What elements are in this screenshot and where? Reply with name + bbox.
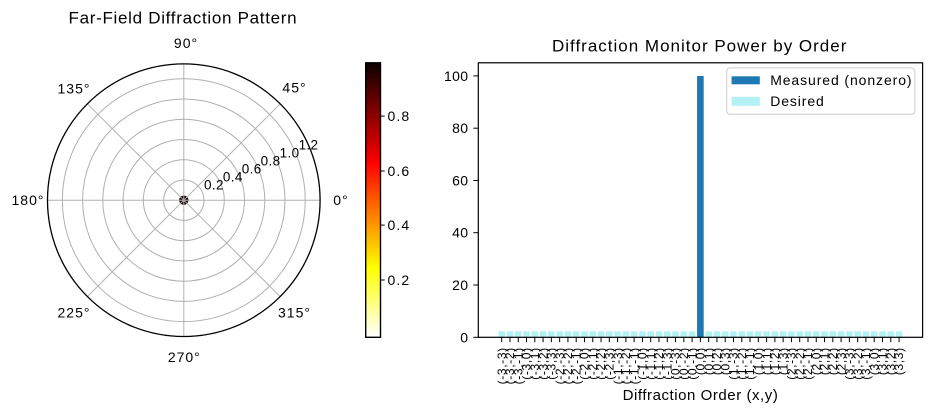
svg-text:(1,-3): (1,-3) [727, 347, 741, 380]
svg-text:0: 0 [460, 329, 468, 345]
svg-text:(-2,-2): (-2,-2) [561, 347, 575, 384]
svg-text:(0,-1): (0,-1) [685, 347, 699, 380]
svg-text:(-1,2): (-1,2) [652, 347, 666, 380]
svg-text:(-1,-1): (-1,-1) [627, 347, 641, 384]
svg-text:(-2,2): (-2,2) [594, 347, 608, 380]
svg-text:(-1,-2): (-1,-2) [619, 347, 633, 384]
svg-text:90°: 90° [174, 35, 198, 51]
svg-text:100: 100 [444, 68, 468, 84]
svg-text:60: 60 [452, 173, 468, 189]
svg-text:(-2,-1): (-2,-1) [569, 347, 583, 384]
svg-text:1.0: 1.0 [280, 146, 300, 161]
svg-text:(1,1): (1,1) [760, 347, 774, 375]
svg-text:(1,-2): (1,-2) [735, 347, 749, 380]
svg-text:80: 80 [452, 120, 468, 136]
svg-text:(-2,0): (-2,0) [578, 347, 592, 380]
svg-text:(3,0): (3,0) [867, 347, 881, 375]
svg-text:0.6: 0.6 [388, 163, 411, 179]
svg-text:(-1,-3): (-1,-3) [611, 347, 625, 384]
svg-text:(2,0): (2,0) [809, 347, 823, 375]
svg-text:0.8: 0.8 [261, 154, 281, 169]
svg-text:(-1,0): (-1,0) [636, 347, 650, 380]
svg-text:Far-Field Diffraction Pattern: Far-Field Diffraction Pattern [69, 9, 298, 28]
svg-text:(1,-1): (1,-1) [743, 347, 757, 380]
svg-text:(3,1): (3,1) [876, 347, 890, 375]
svg-text:0.2: 0.2 [204, 178, 224, 193]
svg-text:45°: 45° [282, 80, 306, 96]
svg-text:225°: 225° [58, 304, 91, 320]
svg-text:(-2,3): (-2,3) [603, 347, 617, 380]
svg-text:(-1,3): (-1,3) [660, 347, 674, 380]
svg-text:(-3,2): (-3,2) [536, 347, 550, 380]
svg-text:(0,-3): (0,-3) [669, 347, 683, 380]
svg-text:0.6: 0.6 [242, 162, 262, 177]
svg-text:(-3,1): (-3,1) [528, 347, 542, 380]
svg-text:0.2: 0.2 [388, 272, 411, 288]
svg-text:(-3,0): (-3,0) [520, 347, 534, 380]
svg-text:Measured (nonzero): Measured (nonzero) [770, 72, 912, 88]
svg-text:(3,2): (3,2) [884, 347, 898, 375]
svg-text:(-3,-1): (-3,-1) [511, 347, 525, 384]
svg-text:(-3,3): (-3,3) [545, 347, 559, 380]
svg-text:(3,3): (3,3) [892, 347, 906, 375]
svg-text:Diffraction Order (x,y): Diffraction Order (x,y) [623, 387, 779, 404]
svg-text:180°: 180° [12, 192, 45, 208]
svg-text:(-2,1): (-2,1) [586, 347, 600, 380]
svg-text:0°: 0° [333, 192, 348, 208]
svg-text:1.2: 1.2 [299, 138, 319, 153]
svg-text:270°: 270° [168, 349, 201, 365]
svg-text:(-3,-2): (-3,-2) [503, 347, 517, 384]
svg-text:(3,-2): (3,-2) [851, 347, 865, 380]
svg-text:(1,2): (1,2) [768, 347, 782, 375]
svg-text:135°: 135° [58, 80, 91, 96]
svg-text:0.4: 0.4 [388, 217, 411, 233]
svg-text:Desired: Desired [770, 93, 825, 109]
svg-text:315°: 315° [278, 304, 311, 320]
svg-text:(0,-2): (0,-2) [677, 347, 691, 380]
svg-text:(-2,-3): (-2,-3) [553, 347, 567, 384]
svg-text:(1,3): (1,3) [776, 347, 790, 375]
svg-text:0.4: 0.4 [223, 170, 243, 185]
svg-text:(2,-3): (2,-3) [785, 347, 799, 380]
svg-text:20: 20 [452, 277, 468, 293]
svg-text:(0,1): (0,1) [702, 347, 716, 375]
svg-text:(0,2): (0,2) [710, 347, 724, 375]
svg-text:(3,-3): (3,-3) [843, 347, 857, 380]
svg-text:Diffraction Monitor Power by O: Diffraction Monitor Power by Order [552, 37, 847, 56]
svg-text:0.8: 0.8 [388, 108, 411, 124]
svg-text:(1,0): (1,0) [752, 347, 766, 375]
svg-text:40: 40 [452, 225, 468, 241]
svg-text:(-1,1): (-1,1) [644, 347, 658, 380]
svg-text:(-3,-3): (-3,-3) [495, 347, 509, 384]
svg-text:(0,0): (0,0) [694, 347, 708, 375]
svg-text:(2,1): (2,1) [818, 347, 832, 375]
svg-text:(2,2): (2,2) [826, 347, 840, 375]
svg-text:(3,-1): (3,-1) [859, 347, 873, 380]
svg-text:(2,3): (2,3) [834, 347, 848, 375]
svg-text:(0,3): (0,3) [718, 347, 732, 375]
svg-text:(2,-2): (2,-2) [793, 347, 807, 380]
svg-text:(2,-1): (2,-1) [801, 347, 815, 380]
